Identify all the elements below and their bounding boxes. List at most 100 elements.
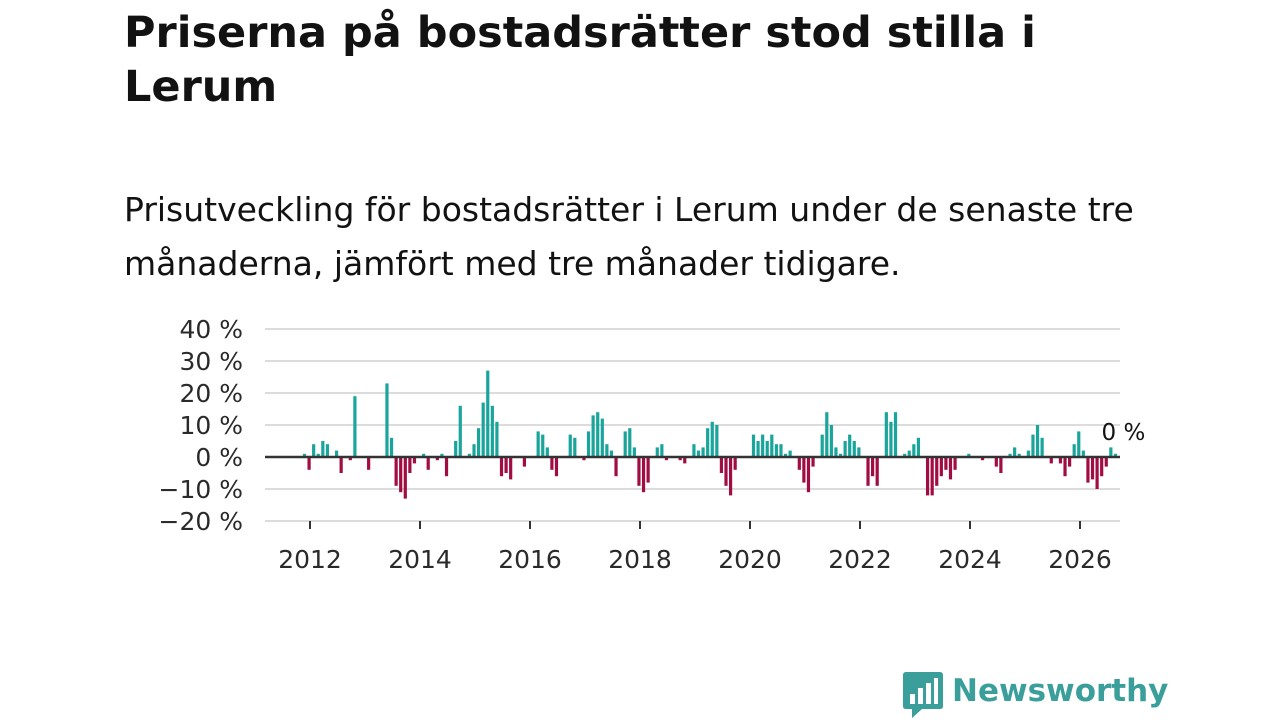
bar	[348, 457, 352, 461]
bar	[806, 457, 811, 493]
bar	[522, 457, 527, 467]
bar	[655, 447, 659, 457]
bar	[454, 441, 458, 457]
x-tick-label: 2014	[388, 545, 452, 574]
bar	[591, 415, 595, 457]
bar	[935, 457, 939, 486]
bar	[582, 457, 586, 461]
bar	[696, 450, 701, 457]
chart-subtitle: Prisutveckling för bostadsrätter i Lerum…	[124, 190, 1134, 283]
bar	[916, 437, 921, 457]
bar	[609, 450, 614, 457]
bar	[660, 444, 664, 457]
bar	[499, 457, 504, 477]
y-tick-label: 40 %	[179, 315, 243, 344]
y-tick-label: 0 %	[195, 443, 243, 472]
bar	[706, 428, 710, 457]
bar	[884, 412, 888, 457]
bar	[399, 457, 403, 493]
y-tick-label: 30 %	[179, 347, 243, 376]
bar	[316, 453, 320, 457]
x-tick-label: 2016	[498, 545, 562, 574]
bar	[307, 457, 311, 470]
bar	[458, 405, 462, 457]
bar	[820, 434, 824, 457]
bar	[825, 412, 829, 457]
bar	[596, 412, 600, 457]
bar	[1035, 425, 1040, 457]
bar	[733, 457, 737, 470]
bar	[628, 428, 632, 457]
bar	[930, 457, 934, 496]
bar	[509, 457, 513, 480]
bar	[422, 453, 426, 457]
bar	[339, 457, 343, 473]
bar	[394, 457, 398, 486]
bar	[875, 457, 879, 486]
bar	[1077, 431, 1081, 457]
bar	[889, 421, 893, 457]
bar	[600, 418, 604, 457]
x-tick-label: 2022	[828, 545, 892, 574]
bar	[623, 431, 627, 457]
bar	[426, 457, 430, 470]
bar	[403, 457, 407, 499]
bar	[893, 412, 898, 457]
bar	[1104, 457, 1108, 467]
x-tick-label: 2020	[718, 545, 782, 574]
bar	[1095, 457, 1099, 489]
bar	[573, 437, 577, 457]
y-axis: 40 % 30 % 20 % 10 % 0 % −10 % −20 %	[159, 315, 243, 536]
bar	[866, 457, 870, 486]
bar	[389, 437, 394, 457]
brand-name: Newsworthy	[952, 673, 1169, 709]
x-tick-label: 2026	[1048, 545, 1112, 574]
bar	[838, 453, 843, 457]
bar	[477, 428, 481, 457]
bar	[1100, 457, 1104, 477]
bar	[761, 434, 765, 457]
bar	[701, 447, 705, 457]
bar	[412, 457, 417, 464]
bar	[325, 444, 330, 457]
bar	[994, 457, 998, 467]
bar	[641, 457, 646, 493]
bar	[586, 431, 591, 457]
bar	[664, 457, 669, 461]
bar	[848, 434, 852, 457]
bar	[834, 447, 838, 457]
bar	[353, 396, 357, 457]
newsworthy-logo-icon	[903, 672, 943, 718]
brand: Newsworthy	[902, 670, 1168, 720]
bar	[857, 447, 861, 457]
bar	[871, 457, 875, 477]
bar	[1026, 450, 1030, 457]
bar	[1090, 457, 1095, 480]
bar	[903, 453, 907, 457]
bar	[444, 457, 449, 477]
bar	[1068, 457, 1072, 467]
bar	[774, 444, 778, 457]
bar	[321, 441, 325, 457]
bar	[334, 450, 339, 457]
y-tick-label: 10 %	[179, 411, 243, 440]
bar	[504, 457, 508, 473]
bar	[907, 450, 911, 457]
bar	[481, 402, 485, 457]
bar	[788, 450, 792, 457]
x-tick-label: 2024	[938, 545, 1002, 574]
bar	[495, 421, 499, 457]
bar	[545, 447, 549, 457]
bar	[646, 457, 650, 483]
bar	[385, 383, 389, 457]
bar	[1008, 453, 1012, 457]
bar	[783, 453, 788, 457]
last-value-label-group: 0 %	[1102, 420, 1146, 446]
bar	[1109, 447, 1113, 457]
bar	[980, 457, 985, 461]
bar	[678, 457, 682, 461]
bar	[692, 444, 696, 457]
bar	[550, 457, 554, 470]
bar	[852, 441, 856, 457]
bar	[440, 453, 444, 457]
